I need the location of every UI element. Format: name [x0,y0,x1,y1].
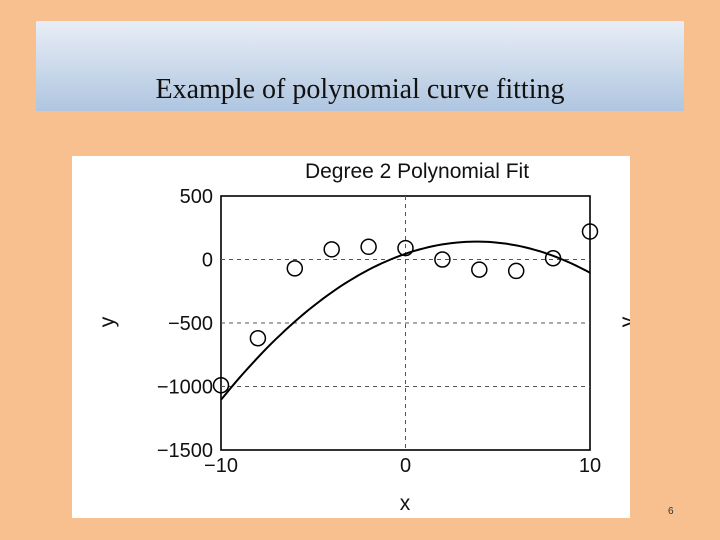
chart-figure: Degree 2 Polynomial Fit 500 0 −500 −1000 −15… [72,156,630,518]
data-point [544,249,562,267]
right-y-label-fragment: y [616,316,630,327]
data-point [434,251,451,268]
slide-title: Example of polynomial curve fitting [155,74,565,105]
y-tick-label: −1000 [157,377,213,399]
data-point [286,260,304,277]
data-point [249,329,267,347]
x-tick-label: 10 [579,455,601,477]
fit-curve [220,240,591,401]
title-banner: Example of polynomial curve fitting [36,21,684,111]
grid-lines [221,196,590,450]
y-tick-label: 0 [202,250,213,272]
x-tick-label: −10 [204,455,238,477]
data-point [471,261,488,278]
data-points [212,223,599,394]
y-axis-label: y [96,316,119,327]
chart-svg: Degree 2 Polynomial Fit 500 0 −500 −1000 −15… [96,160,630,515]
data-point [360,238,377,256]
y-tick-labels: 500 0 −500 −1000 −1500 [157,186,213,462]
x-tick-labels: −10 0 10 [204,455,601,477]
y-tick-label: −1500 [157,440,213,462]
slide-number: 6 [668,506,674,517]
chart-title: Degree 2 Polynomial Fit [305,160,529,183]
y-tick-label: −500 [168,313,213,335]
data-point [507,262,525,280]
x-axis-label: x [400,492,411,515]
data-point [397,239,414,257]
data-point [323,241,340,258]
data-point [212,376,230,394]
y-tick-label: 500 [180,186,213,208]
data-point [581,223,599,240]
x-tick-label: 0 [400,455,411,477]
